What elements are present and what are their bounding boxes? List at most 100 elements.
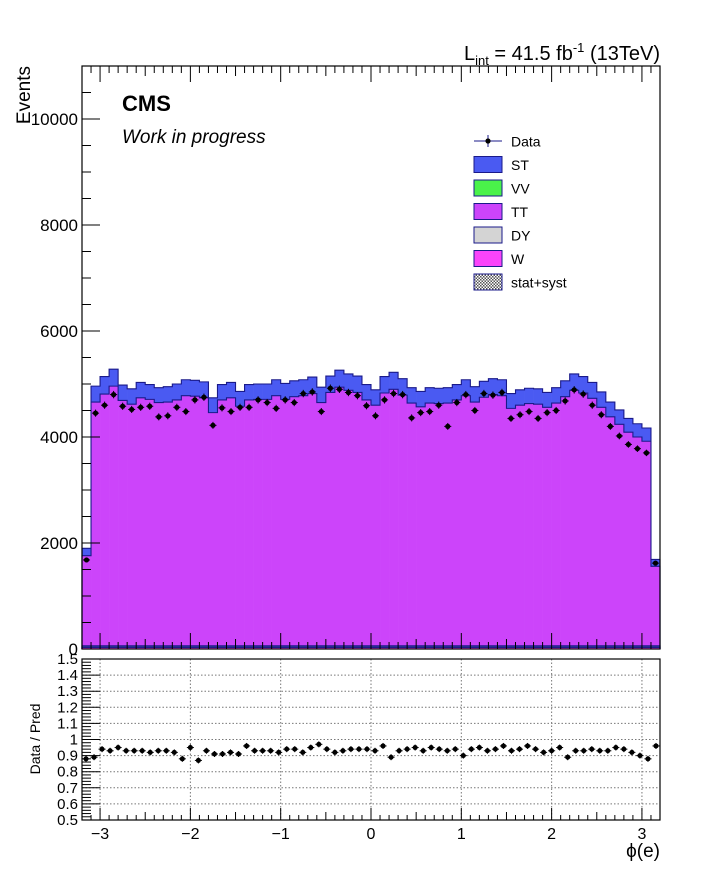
bin-tt — [380, 393, 390, 646]
data-marker — [625, 441, 631, 448]
bin-st — [181, 379, 191, 396]
bin-tt — [551, 403, 561, 646]
ratio-marker — [452, 746, 458, 752]
ratio-point — [98, 746, 106, 753]
data-marker — [300, 390, 306, 397]
data-point — [128, 405, 136, 414]
legend-label: W — [511, 251, 525, 267]
data-point — [534, 414, 542, 422]
data-marker — [201, 394, 207, 400]
bin-st — [443, 387, 453, 404]
ratio-point — [371, 747, 379, 754]
bin-w — [641, 647, 652, 649]
legend-label: stat+syst — [511, 275, 567, 291]
bin-w — [587, 647, 598, 649]
ratio-point — [379, 742, 387, 749]
ratio-point — [130, 747, 138, 754]
bin-tt — [470, 402, 480, 646]
bin-w — [596, 647, 607, 649]
ratio-x-tick-label: −2 — [181, 826, 199, 843]
data-point — [164, 412, 172, 420]
data-point — [417, 409, 425, 417]
y-tick-label: 8000 — [40, 216, 78, 235]
x-axis-label-phi: ϕ(e) — [626, 841, 660, 862]
bin-w — [91, 647, 101, 649]
data-marker — [120, 403, 126, 409]
data-point — [597, 411, 605, 419]
ratio-x-tick-label: 0 — [367, 826, 376, 843]
data-marker — [535, 415, 541, 422]
bin-st — [82, 548, 92, 556]
bin-st — [298, 379, 309, 396]
data-marker — [562, 398, 568, 404]
data-point — [471, 406, 479, 415]
ratio-point — [251, 747, 259, 754]
bin-w — [334, 647, 345, 649]
bin-w — [136, 647, 146, 649]
ratio-point — [162, 747, 170, 754]
data-marker — [445, 423, 451, 429]
bin-st — [271, 379, 281, 396]
data-point — [362, 402, 370, 410]
bin-tt — [109, 386, 119, 646]
bin-st — [569, 373, 580, 391]
bin-w — [389, 647, 399, 649]
data-marker — [571, 387, 577, 393]
data-marker — [454, 399, 460, 406]
bin-tt — [271, 395, 281, 646]
ratio-marker — [525, 743, 531, 749]
data-marker — [363, 403, 370, 409]
bin-tt — [181, 395, 191, 646]
bin-st — [199, 381, 209, 398]
ratio-y-tick-label: 1.4 — [57, 667, 78, 684]
ratio-y-tick-label: 0.7 — [57, 780, 78, 797]
bin-tt — [334, 387, 345, 646]
data-point — [453, 398, 461, 407]
ratio-point — [323, 746, 331, 753]
bin-st — [407, 387, 417, 404]
ratio-marker — [492, 746, 498, 752]
bin-tt — [298, 395, 309, 646]
bin-st — [235, 391, 245, 407]
y-tick-label: 4000 — [40, 428, 78, 447]
data-point — [642, 449, 650, 457]
data-point — [372, 412, 380, 420]
data-marker — [652, 560, 659, 566]
bin-w — [524, 647, 534, 649]
ratio-marker — [244, 743, 250, 749]
ratio-marker — [131, 748, 137, 754]
ratio-point — [475, 744, 483, 751]
ratio-point — [363, 746, 371, 753]
bin-st — [226, 382, 236, 398]
ratio-marker — [573, 748, 579, 754]
legend-hatch-swatch — [473, 273, 503, 291]
bin-tt — [488, 394, 498, 646]
bin-w — [461, 647, 471, 649]
ratio-point — [652, 742, 660, 749]
ratio-point — [202, 747, 210, 754]
bin-tt — [398, 395, 408, 646]
bin-st — [506, 393, 516, 409]
ratio-y-tick-label: 1.1 — [57, 715, 78, 732]
ratio-point — [106, 747, 114, 754]
data-marker — [273, 405, 279, 411]
ratio-point — [283, 746, 291, 753]
bin-st — [641, 427, 652, 442]
bin-st — [560, 380, 570, 397]
bin-w — [118, 647, 128, 649]
data-marker — [174, 404, 180, 410]
bin-w — [407, 647, 417, 649]
bin-tt — [361, 399, 372, 646]
data-point — [498, 388, 506, 397]
data-marker — [372, 413, 379, 419]
data-marker — [463, 392, 469, 398]
ratio-point — [540, 749, 548, 756]
bin-tt — [632, 437, 643, 646]
ratio-marker — [508, 748, 514, 754]
bin-tt — [172, 399, 182, 646]
ratio-point — [620, 746, 628, 753]
bin-w — [623, 647, 634, 649]
ratio-marker — [637, 753, 643, 759]
bin-tt — [452, 399, 462, 646]
ratio-point — [122, 747, 130, 754]
